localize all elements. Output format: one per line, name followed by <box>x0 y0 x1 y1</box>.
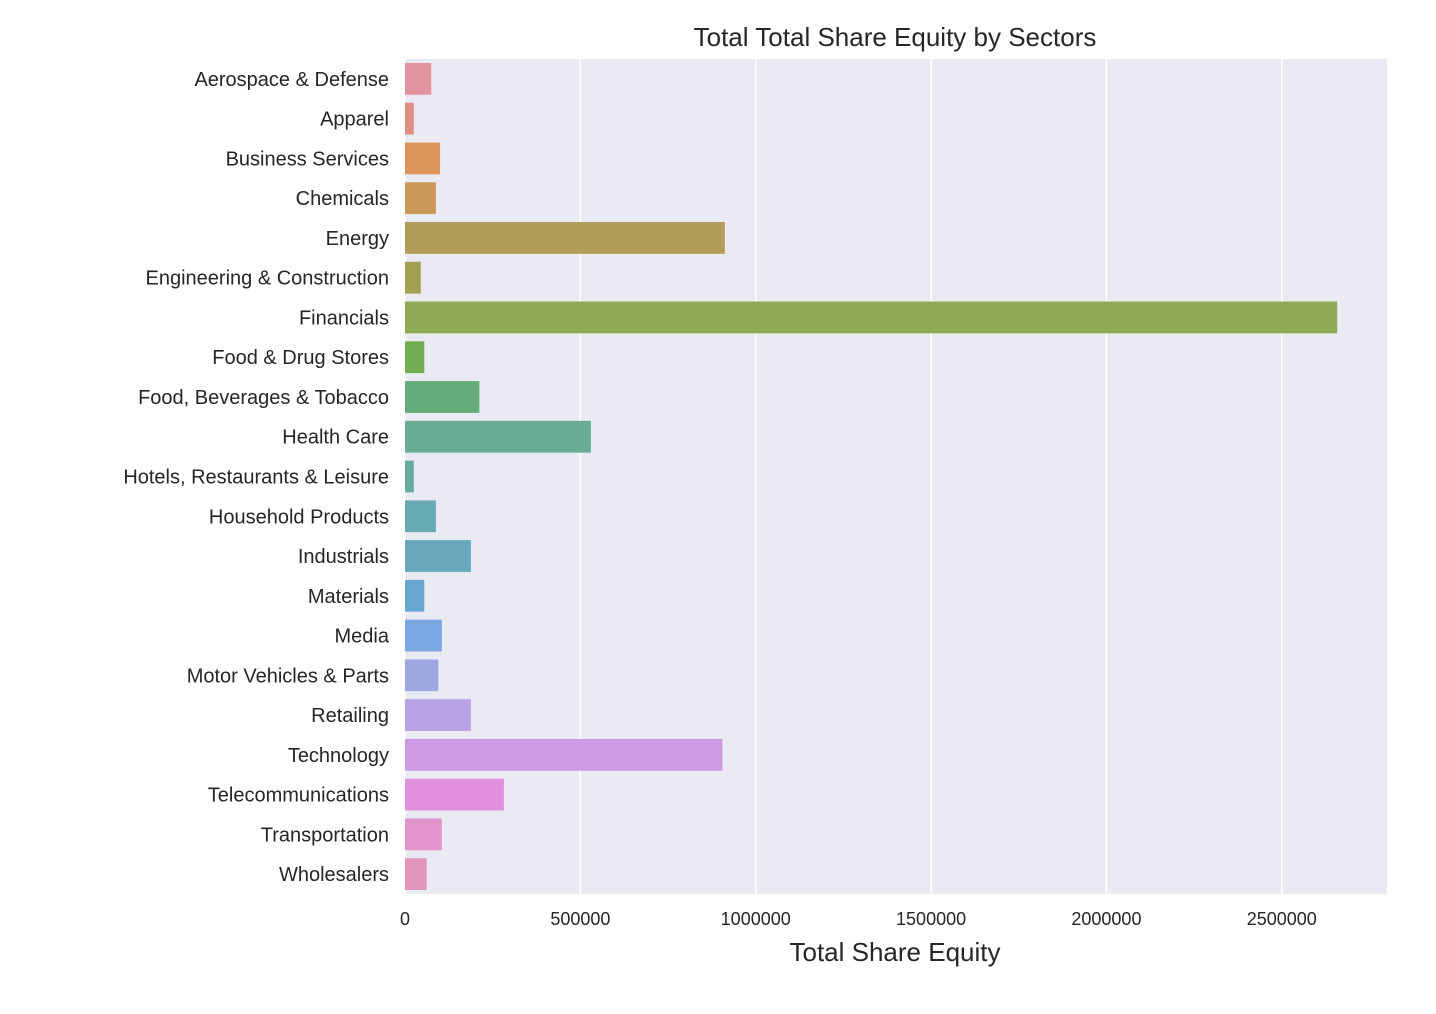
y-tick-label-20: Wholesalers <box>279 864 389 886</box>
x-axis-label: Total Share Equity <box>789 937 1000 967</box>
bar-16 <box>405 699 471 731</box>
bar-3 <box>405 182 436 215</box>
y-tick-label-6: Financials <box>299 307 389 329</box>
y-tick-label-9: Health Care <box>282 427 389 449</box>
y-tick-label-14: Media <box>335 626 390 648</box>
chart-title: Total Total Share Equity by Sectors <box>694 22 1097 52</box>
bar-7 <box>405 341 425 374</box>
y-tick-labels: Aerospace & Defense Apparel Business Servi… <box>123 69 390 886</box>
x-tick-label-4: 2000000 <box>1071 909 1141 929</box>
bar-2 <box>405 142 441 175</box>
y-tick-label-12: Industrials <box>298 546 389 568</box>
y-tick-label-17: Technology <box>288 745 389 767</box>
y-tick-label-16: Retailing <box>311 705 389 727</box>
x-tick-label-2: 1000000 <box>721 909 791 929</box>
y-tick-label-19: Transportation <box>261 824 389 846</box>
x-tick-labels: 0 500000 1000000 1500000 2000000 2500000 <box>400 909 1317 929</box>
bar-6 <box>405 301 1338 334</box>
bar-0 <box>405 62 432 95</box>
bar-1 <box>405 102 414 135</box>
bar-9 <box>405 420 591 453</box>
bar-15 <box>405 659 439 692</box>
bar-20 <box>405 858 427 891</box>
y-tick-label-1: Apparel <box>320 109 389 131</box>
bar-19 <box>405 818 442 851</box>
bar-13 <box>405 579 425 612</box>
bar-12 <box>405 540 471 572</box>
y-tick-label-8: Food, Beverages & Tobacco <box>138 387 389 409</box>
bar-18 <box>405 778 504 811</box>
y-tick-label-18: Telecommunications <box>208 785 389 807</box>
x-tick-label-3: 1500000 <box>896 909 966 929</box>
y-tick-label-4: Energy <box>326 228 389 250</box>
y-tick-label-2: Business Services <box>226 148 389 170</box>
y-tick-label-13: Materials <box>308 586 389 608</box>
bar-14 <box>405 619 442 652</box>
bar-5 <box>405 261 421 294</box>
y-tick-label-7: Food & Drug Stores <box>212 347 389 369</box>
y-tick-label-15: Motor Vehicles & Parts <box>187 665 389 687</box>
bar-11 <box>405 500 436 533</box>
y-tick-label-3: Chemicals <box>296 188 389 210</box>
bar-17 <box>405 738 723 771</box>
bar-4 <box>405 222 725 254</box>
y-tick-label-10: Hotels, Restaurants & Leisure <box>123 467 389 489</box>
y-tick-label-11: Household Products <box>209 506 389 528</box>
x-tick-label-1: 500000 <box>550 909 610 929</box>
bars <box>405 62 1338 891</box>
x-tick-label-5: 2500000 <box>1247 909 1317 929</box>
x-tick-label-0: 0 <box>400 909 410 929</box>
y-tick-label-5: Engineering & Construction <box>146 268 389 290</box>
bar-8 <box>405 381 480 413</box>
y-tick-label-0: Aerospace & Defense <box>194 69 389 91</box>
bar-10 <box>405 460 414 493</box>
